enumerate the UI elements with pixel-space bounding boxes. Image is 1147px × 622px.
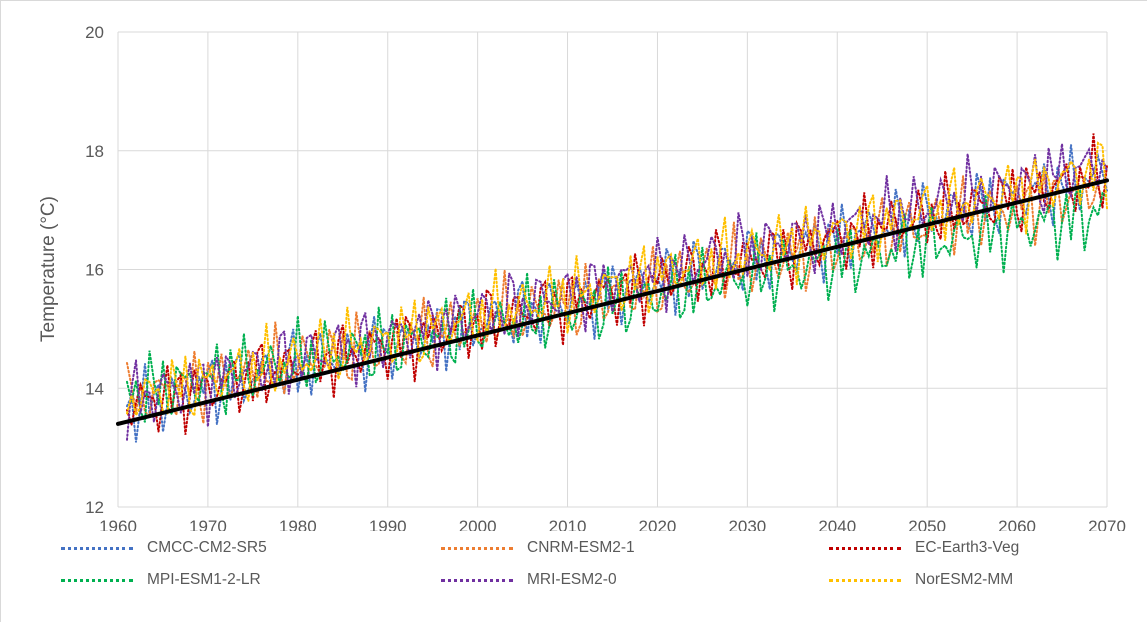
x-tick-label: 1990	[369, 517, 407, 531]
legend-swatch	[829, 578, 901, 582]
legend-label: NorESM2-MM	[915, 571, 1014, 588]
x-tick-label: 2030	[728, 517, 766, 531]
legend-item: EC-Earth3-Veg	[829, 535, 1019, 561]
legend-label: MRI-ESM2-0	[527, 571, 617, 588]
x-tick-label: 2060	[998, 517, 1036, 531]
y-tick-label: 20	[85, 23, 104, 42]
legend-label: CMCC-CM2-SR5	[147, 539, 267, 556]
x-tick-label: 2010	[549, 517, 587, 531]
series-lines	[126, 133, 1108, 443]
x-tick-label: 1960	[99, 517, 137, 531]
legend-item: MRI-ESM2-0	[441, 567, 617, 593]
y-axis-title: Temperature (°C)	[38, 196, 59, 342]
x-tick-label: 2050	[908, 517, 946, 531]
legend-label: CNRM-ESM2-1	[527, 539, 635, 556]
y-tick-label: 18	[85, 142, 104, 161]
trendline	[116, 178, 1109, 426]
y-tick-label: 14	[85, 379, 104, 398]
temperature-chart: 1960 1970 1980 1990 2000 2010 2020 2030 2040 2050…	[38, 23, 1126, 531]
x-tick-label: 1970	[189, 517, 227, 531]
legend-swatch	[441, 578, 513, 582]
legend-item: MPI-ESM1-2-LR	[61, 567, 261, 593]
y-axis-ticks: 12 14 16 18 20	[85, 23, 104, 517]
series-line-mri-esm2-0	[126, 143, 1108, 441]
legend-item: CNRM-ESM2-1	[441, 535, 635, 561]
legend-item: NorESM2-MM	[829, 567, 1013, 593]
trend-line	[116, 178, 1109, 426]
x-tick-label: 2000	[459, 517, 497, 531]
legend-swatch	[61, 546, 133, 550]
series-line-ec-earth3-veg	[126, 133, 1108, 435]
x-tick-label: 2070	[1088, 517, 1126, 531]
x-tick-label: 2040	[818, 517, 856, 531]
chart-legend: CMCC-CM2-SR5 CNRM-ESM2-1 EC-Earth3-Veg MPI-…	[1, 531, 1121, 601]
legend-item: CMCC-CM2-SR5	[61, 535, 267, 561]
series-line-noresm2-mm	[126, 141, 1108, 419]
y-tick-label: 16	[85, 261, 104, 280]
legend-swatch	[829, 546, 901, 550]
x-tick-label: 2020	[639, 517, 677, 531]
legend-label: MPI-ESM1-2-LR	[147, 571, 261, 588]
x-axis-ticks: 1960 1970 1980 1990 2000 2010 2020 2030 2040 2050…	[99, 517, 1126, 531]
x-tick-label: 1980	[279, 517, 317, 531]
legend-label: EC-Earth3-Veg	[915, 539, 1020, 556]
series-line-cmcc-cm2-sr5	[126, 144, 1108, 443]
legend-swatch	[441, 546, 513, 550]
y-tick-label: 12	[85, 498, 104, 517]
legend-swatch	[61, 578, 133, 582]
